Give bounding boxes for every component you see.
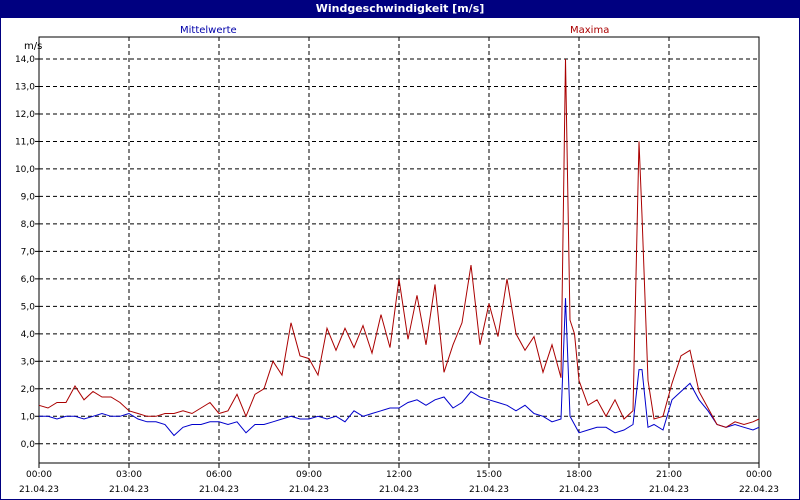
x-tick-date: 21.04.23 [559, 485, 599, 495]
x-tick-time: 00:00 [26, 470, 52, 480]
x-tick-date: 21.04.23 [19, 485, 59, 495]
x-tick-time: 03:00 [116, 470, 142, 480]
series-line-mittelwerte [39, 298, 760, 437]
x-tick-date: 21.04.23 [199, 485, 239, 495]
y-tick-label: 10,0 [15, 165, 35, 175]
y-tick-label: 1,0 [21, 412, 36, 422]
legend-mittelwerte: Mittelwerte [180, 25, 237, 36]
x-tick-date: 21.04.23 [289, 485, 329, 495]
y-axis-unit: m/s [24, 41, 42, 52]
y-tick-label: 8,0 [21, 220, 36, 230]
y-tick-label: 12,0 [15, 110, 35, 120]
y-tick-label: 4,0 [21, 330, 36, 340]
x-axis-ticks: 00:00 21.04.23 03:00 21.04.23 06:00 21.04.23 0… [19, 463, 779, 495]
x-tick-date: 21.04.23 [469, 485, 509, 495]
y-tick-label: 3,0 [21, 357, 36, 367]
grid-lines [39, 37, 759, 463]
x-tick-date: 21.04.23 [379, 485, 419, 495]
series-line-maxima [38, 58, 760, 428]
y-axis-ticks: 0,0 1,0 2,0 3,0 4,0 5,0 6,0 7,0 8,0 9,0 10,0 11,0 12… [15, 55, 39, 450]
x-tick-date: 21.04.23 [109, 485, 149, 495]
x-tick-time: 21:00 [656, 470, 682, 480]
x-tick-time: 18:00 [566, 470, 592, 480]
y-tick-label: 0,0 [21, 440, 36, 450]
x-tick-time: 00:00 [746, 470, 772, 480]
x-tick-date: 22.04.23 [739, 485, 779, 495]
chart-title: Windgeschwindigkeit [m/s] [0, 0, 800, 18]
x-tick-time: 06:00 [206, 470, 232, 480]
y-tick-label: 7,0 [21, 247, 36, 257]
x-tick-time: 09:00 [296, 470, 322, 480]
legend-maxima: Maxima [570, 25, 610, 36]
x-tick-date: 21.04.23 [649, 485, 689, 495]
y-tick-label: 13,0 [15, 82, 35, 92]
y-tick-label: 11,0 [15, 137, 35, 147]
x-tick-time: 12:00 [386, 470, 412, 480]
x-tick-time: 15:00 [476, 470, 502, 480]
y-tick-label: 9,0 [21, 192, 36, 202]
series-lines [38, 58, 760, 437]
y-tick-label: 6,0 [21, 275, 36, 285]
y-tick-label: 5,0 [21, 302, 36, 312]
y-tick-label: 2,0 [21, 385, 36, 395]
y-tick-label: 14,0 [15, 55, 35, 65]
